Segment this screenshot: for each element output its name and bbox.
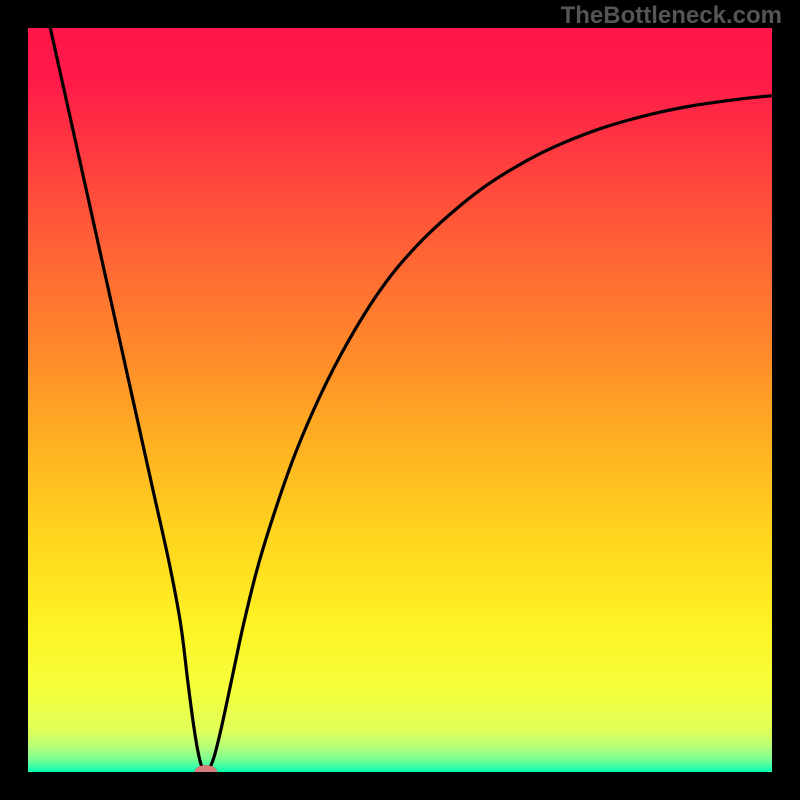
plot-area xyxy=(28,28,772,772)
plot-background xyxy=(28,28,772,772)
chart-container: TheBottleneck.com xyxy=(0,0,800,800)
watermark-text: TheBottleneck.com xyxy=(561,2,782,30)
plot-svg xyxy=(28,28,772,772)
